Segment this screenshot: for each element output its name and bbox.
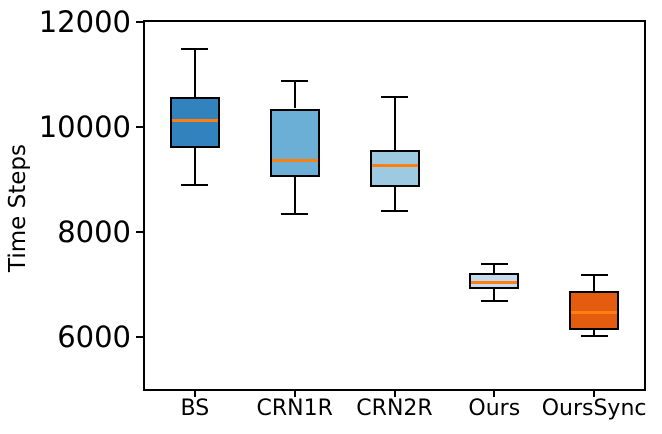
median-line-crn2r	[371, 163, 418, 167]
upper-cap-ourssync	[580, 274, 608, 277]
lower-cap-bs	[181, 183, 209, 186]
lower-cap-ourssync	[580, 335, 608, 338]
upper-whisker-ourssync	[593, 275, 596, 292]
y-tick-mark-6000	[136, 335, 144, 338]
y-tick-label-12000: 12000	[38, 5, 131, 39]
y-tick-label-6000: 6000	[57, 319, 131, 354]
median-line-bs	[171, 118, 218, 122]
box-ourssync	[569, 291, 620, 330]
lower-whisker-ourssync	[593, 329, 596, 337]
upper-cap-ours	[480, 263, 508, 266]
upper-cap-bs	[181, 47, 209, 50]
lower-cap-ours	[480, 299, 508, 302]
lower-cap-crn2r	[381, 209, 408, 212]
lower-whisker-ours	[493, 289, 496, 301]
upper-cap-crn1r	[281, 80, 309, 83]
lower-whisker-crn1r	[293, 176, 296, 214]
x-tick-mark-ours	[493, 389, 496, 397]
lower-cap-crn1r	[281, 212, 309, 215]
x-tick-label-ours: Ours	[468, 396, 521, 421]
x-tick-label-crn1r: CRN1R	[256, 396, 333, 421]
x-tick-mark-bs	[193, 389, 196, 397]
y-tick-mark-8000	[136, 230, 144, 233]
x-tick-mark-crn2r	[393, 389, 396, 397]
lower-whisker-crn2r	[393, 186, 396, 211]
box-crn1r	[269, 108, 320, 177]
y-tick-mark-10000	[136, 125, 144, 128]
median-line-ours	[471, 281, 518, 285]
upper-whisker-crn2r	[393, 96, 396, 150]
y-tick-label-8000: 8000	[57, 214, 131, 249]
upper-cap-crn2r	[381, 95, 408, 98]
lower-whisker-bs	[193, 147, 196, 185]
x-tick-mark-ourssync	[593, 389, 596, 397]
y-tick-label-10000: 10000	[38, 109, 131, 144]
median-line-crn1r	[271, 159, 318, 163]
box-crn2r	[369, 149, 420, 187]
x-tick-mark-crn1r	[293, 389, 296, 397]
x-tick-label-crn2r: CRN2R	[356, 396, 433, 421]
median-line-ourssync	[571, 310, 618, 314]
upper-whisker-bs	[193, 48, 196, 98]
y-axis-label: Time Steps	[5, 144, 31, 272]
upper-whisker-ours	[493, 264, 496, 274]
box-bs	[169, 97, 220, 148]
upper-whisker-crn1r	[293, 81, 296, 109]
y-tick-mark-12000	[136, 21, 144, 23]
x-tick-label-ourssync: OursSync	[541, 396, 647, 421]
x-tick-label-bs: BS	[180, 396, 210, 421]
